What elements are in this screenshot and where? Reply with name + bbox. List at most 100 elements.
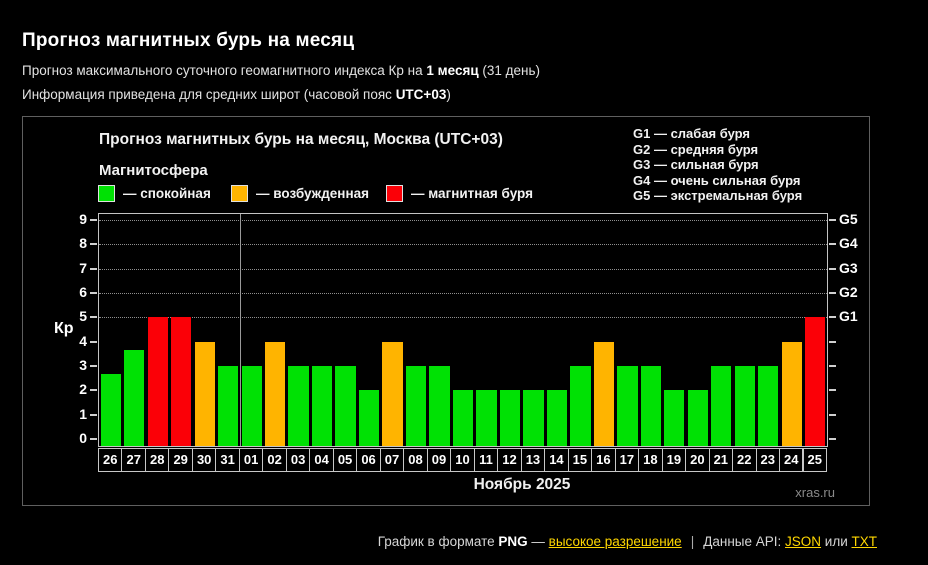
left-tick-6 [90, 292, 97, 294]
g-scale-label-g4: G4 [839, 235, 858, 252]
legend-item-storm: — магнитная буря [386, 185, 533, 202]
bar-day-13 [523, 390, 544, 446]
y-tick-label-8: 8 [79, 235, 87, 252]
footer-api-text: Данные API: [703, 534, 786, 549]
bar-day-19 [664, 390, 685, 446]
date-cell-20: 20 [685, 448, 710, 472]
bar-day-12 [499, 390, 521, 446]
bar-day-01 [241, 366, 262, 446]
chart: Прогноз магнитных бурь на месяц, Москва … [22, 116, 870, 506]
plot-area: Кр 0 1 2 3 4 5 6 7 8 9 G1 G2 G3 G4 G5 [54, 211, 858, 447]
footer-dash: — [527, 534, 549, 549]
date-cell-16: 16 [591, 448, 616, 472]
y-tick-label-0: 0 [79, 430, 87, 446]
right-tick-2 [829, 389, 836, 392]
high-resolution-link[interactable]: высокое разрешение [548, 534, 682, 549]
left-tick-8 [90, 243, 97, 246]
gridline-kp6 [99, 293, 827, 294]
bar-day-10 [452, 390, 474, 446]
y-tick-label-3: 3 [79, 357, 87, 373]
date-cell-21: 21 [708, 448, 734, 472]
right-tick-7 [829, 267, 836, 270]
page-info-line: Информация приведена для средних широт (… [22, 87, 451, 102]
chart-title: Прогноз магнитных бурь на месяц, Москва … [99, 131, 503, 148]
g-scale-label-g5: G5 [839, 211, 858, 228]
quiet-color-swatch [98, 185, 115, 202]
bar-day-17 [617, 366, 638, 446]
date-cell-11: 11 [473, 448, 499, 472]
page-subtitle: Прогноз максимального суточного геомагни… [22, 63, 540, 78]
date-cell-08: 08 [403, 448, 428, 472]
date-axis: 26 27 28 29 30 31 01 02 03 04 05 06 07 08 09 10 11 12 13 14… [98, 448, 828, 472]
right-tick-5 [829, 316, 836, 319]
gridline-kp9 [99, 220, 827, 221]
date-cell-15: 15 [567, 448, 593, 472]
legend-label: — магнитная буря [411, 186, 533, 201]
date-cell-06: 06 [356, 448, 381, 472]
date-cell-19: 19 [661, 448, 687, 472]
bar-day-20 [687, 390, 708, 446]
gridline-kp5 [99, 317, 827, 319]
bar-day-03 [288, 366, 309, 446]
y-tick-label-6: 6 [79, 284, 87, 300]
page-title: Прогноз магнитных бурь на месяц [22, 30, 355, 51]
txt-link[interactable]: TXT [851, 534, 878, 549]
unsettled-color-swatch [231, 185, 248, 202]
bar-day-26 [100, 374, 121, 446]
right-tick-9 [829, 219, 836, 221]
date-cell-10: 10 [450, 448, 475, 472]
left-tick-3 [90, 365, 97, 367]
bar-day-27 [124, 349, 145, 446]
left-tick-2 [90, 389, 97, 392]
bar-day-30 [194, 341, 215, 446]
bar-day-05 [335, 366, 356, 446]
date-cell-28: 28 [144, 448, 170, 472]
right-tick-0 [829, 438, 836, 440]
date-cell-22: 22 [732, 448, 757, 472]
left-tick-4 [90, 340, 97, 343]
bar-day-22 [734, 366, 755, 446]
footer: График в формате PNG — высокое разрешени… [378, 534, 877, 549]
date-cell-29: 29 [168, 448, 193, 472]
date-cell-27: 27 [121, 448, 146, 472]
g-scale-label-g1: G1 [839, 308, 858, 325]
date-cell-26: 26 [98, 448, 123, 472]
bar-day-31 [218, 366, 239, 446]
bar-day-25 [805, 317, 826, 446]
y-tick-label-7: 7 [79, 259, 87, 276]
json-link[interactable]: JSON [785, 534, 822, 549]
bar-day-18 [640, 366, 661, 446]
date-cell-04: 04 [309, 448, 334, 472]
footer-text: График в формате [377, 534, 499, 549]
left-tick-9 [90, 219, 97, 221]
footer-separator: | [690, 534, 695, 549]
y-tick-label-2: 2 [79, 381, 87, 398]
bar-day-07 [382, 341, 403, 446]
legend-label: — возбужденная [256, 186, 369, 201]
month-label: Ноябрь 2025 [473, 476, 571, 493]
info-suffix: ) [446, 87, 451, 102]
date-cell-12: 12 [497, 448, 522, 472]
bar-day-28 [147, 317, 168, 446]
month-boundary-line [239, 214, 241, 446]
bar-day-29 [171, 317, 192, 446]
left-tick-1 [90, 413, 97, 416]
legend-item-unsettled: — возбужденная [231, 185, 369, 202]
y-tick-label-1: 1 [79, 405, 87, 422]
y-tick-label-4: 4 [79, 332, 87, 349]
date-cell-13: 13 [520, 448, 546, 472]
storm-color-swatch [386, 185, 403, 202]
date-cell-30: 30 [191, 448, 217, 472]
g-scale-label-g2: G2 [839, 284, 858, 300]
bar-day-09 [429, 366, 450, 446]
right-tick-3 [829, 365, 836, 367]
bar-day-16 [593, 341, 615, 446]
g5-legend-line: G5 — экстремальная буря [633, 188, 803, 204]
subtitle-suffix: (31 день) [478, 63, 541, 78]
right-tick-1 [829, 413, 836, 416]
bar-day-23 [758, 366, 779, 446]
g-scale-label-g3: G3 [839, 259, 858, 276]
left-tick-5 [90, 316, 97, 319]
date-cell-07: 07 [379, 448, 405, 472]
